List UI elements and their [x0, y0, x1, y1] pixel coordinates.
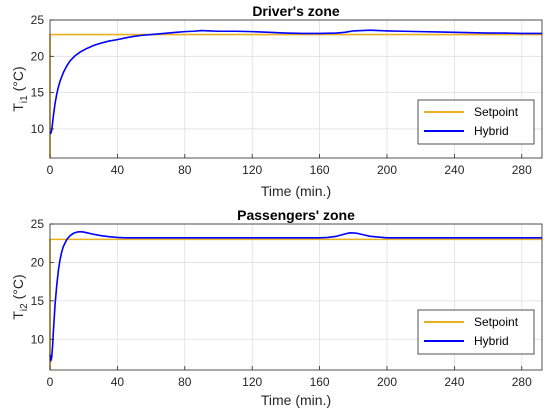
x-tick-label: 0 [47, 375, 54, 389]
y-axis-label-sub: i1 [19, 95, 30, 103]
x-tick-label: 120 [242, 375, 262, 389]
tick-labels: 0 40 80 120 160 200 240 280 10 15 20 25 [31, 13, 532, 177]
x-tick-label: 0 [47, 163, 54, 177]
axes-box [49, 19, 543, 159]
y-axis-label-sub: i2 [19, 303, 30, 311]
x-tick-label: 80 [178, 375, 192, 389]
legend: Setpoint Hybrid [417, 99, 535, 145]
y-axis-label: Ti1 (°C) [10, 66, 30, 111]
y-axis-label: Ti2 (°C) [10, 274, 30, 319]
legend-label-setpoint: Setpoint [474, 315, 519, 329]
x-tick-label: 280 [512, 163, 532, 177]
chart-title: Passengers' zone [237, 207, 355, 223]
y-tick-label: 25 [31, 13, 45, 27]
legend-box [417, 99, 535, 145]
passengers-zone-panel: Passengers' zone 0 40 80 120 160 200 240 280 10 1… [10, 207, 543, 408]
y-axis-label-unit: (°C) [10, 274, 26, 303]
x-tick-label: 160 [310, 163, 330, 177]
axes-box [49, 223, 543, 371]
series-line-hybrid [49, 230, 542, 362]
y-axis-label-unit: (°C) [10, 66, 26, 95]
y-tick-label: 25 [31, 217, 45, 231]
x-tick-label: 40 [111, 375, 125, 389]
y-tick-label: 10 [31, 332, 45, 346]
y-axis-label-main: T [10, 103, 26, 112]
legend-label-hybrid: Hybrid [474, 334, 509, 348]
y-axis-label-main: T [10, 311, 26, 320]
y-tick-label: 10 [31, 122, 45, 136]
legend-box [417, 309, 535, 355]
x-axis-label: Time (min.) [261, 183, 331, 199]
chart-title: Driver's zone [252, 3, 340, 19]
x-axis-label: Time (min.) [261, 392, 331, 408]
y-tick-label: 15 [31, 86, 45, 100]
y-tick-label: 20 [31, 49, 45, 63]
x-tick-label: 80 [178, 163, 192, 177]
x-tick-label: 160 [310, 375, 330, 389]
x-tick-label: 120 [242, 163, 262, 177]
tick-labels: 0 40 80 120 160 200 240 280 10 15 20 25 [31, 217, 532, 389]
x-tick-label: 40 [111, 163, 125, 177]
legend-label-setpoint: Setpoint [474, 105, 519, 119]
y-tick-label: 20 [31, 255, 45, 269]
driver-zone-panel: Driver's zone 0 40 80 120 160 200 240 280 10 15 20… [10, 3, 543, 199]
x-tick-label: 200 [377, 163, 397, 177]
series-line-hybrid [49, 29, 542, 135]
x-tick-label: 200 [377, 375, 397, 389]
legend-label-hybrid: Hybrid [474, 124, 509, 138]
x-tick-label: 240 [444, 163, 464, 177]
x-tick-label: 280 [512, 375, 532, 389]
y-tick-label: 15 [31, 294, 45, 308]
legend: Setpoint Hybrid [417, 309, 535, 355]
x-tick-label: 240 [444, 375, 464, 389]
